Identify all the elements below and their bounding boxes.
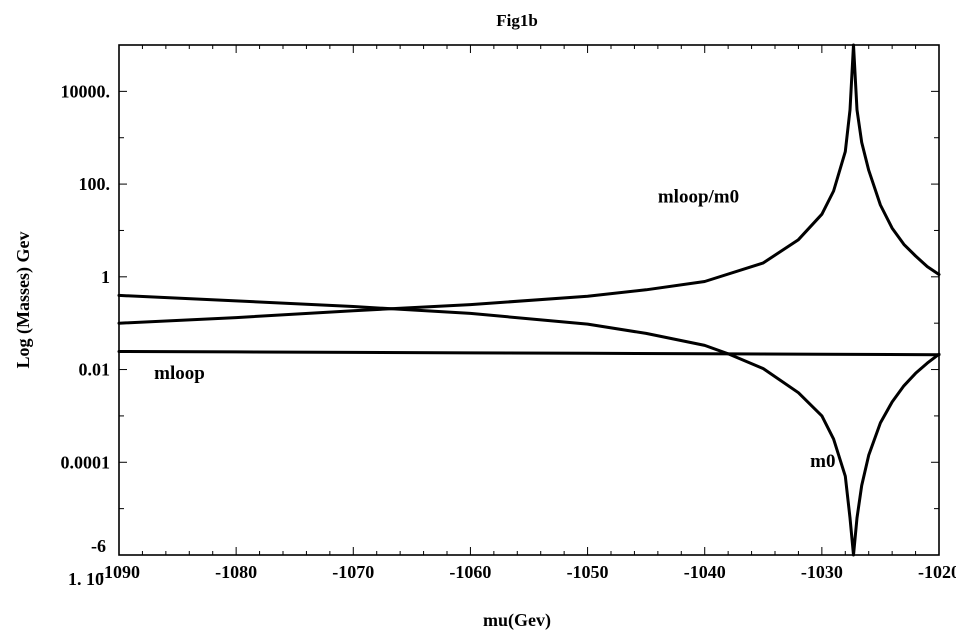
x-tick-label: -1060 — [449, 562, 491, 582]
series-annotation: mloop/m0 — [658, 187, 739, 208]
x-tick-label: -1050 — [567, 562, 609, 582]
y-axis-label: Log (Masses) Gev — [13, 232, 34, 369]
y-tick-label: 1 — [101, 267, 110, 287]
x-tick-label: -1070 — [332, 562, 374, 582]
x-tick-label: -1080 — [215, 562, 257, 582]
series-annotation: mloop — [154, 363, 205, 384]
series-line-mloop — [117, 350, 941, 357]
y-tick-label-exponent: -6 — [91, 536, 106, 556]
x-tick-label: -1090 — [98, 562, 140, 582]
plot-frame — [118, 44, 940, 556]
tick-labels: -1090 -1080 -1070 -1060 -1050 -1040 -1030 -1020… — [61, 81, 956, 589]
y-tick-label: 10000. — [61, 81, 111, 101]
y-tick-label: 0.0001 — [61, 452, 111, 472]
y-tick-label: 0.01 — [79, 360, 111, 380]
chart-title: Fig1b — [496, 11, 538, 30]
x-axis-label: mu(Gev) — [483, 610, 551, 631]
series-line-m0 — [117, 293, 941, 557]
series-annotation: m0 — [810, 451, 835, 472]
y-tick-label: 1. 10 — [68, 569, 104, 589]
x-tick-label: -1030 — [801, 562, 843, 582]
x-tick-label: -1040 — [684, 562, 726, 582]
annotations: mloop/m0 mloop m0 — [154, 187, 835, 472]
x-tick-label: -1020 — [918, 562, 956, 582]
y-tick-label: 100. — [79, 174, 111, 194]
ticks — [118, 44, 940, 556]
series-line-mloop-m0 — [117, 43, 941, 325]
series-lines — [117, 43, 941, 557]
